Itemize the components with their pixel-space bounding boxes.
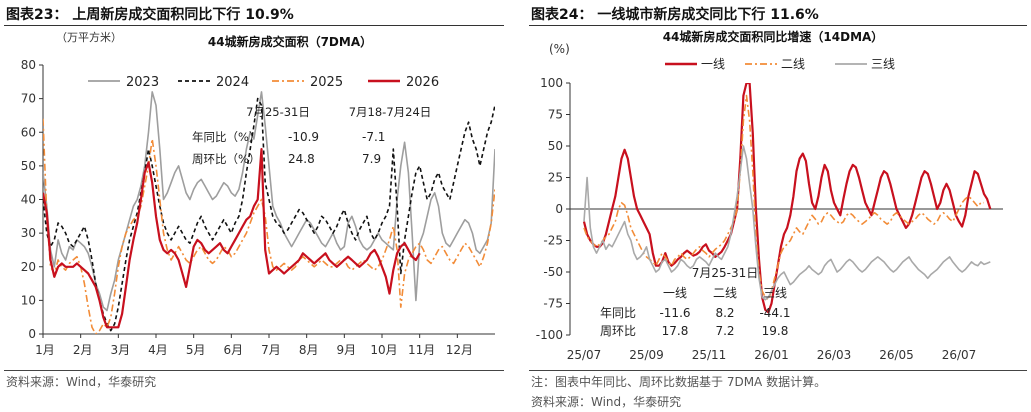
right-x-tick-label: 26/05 [879,348,914,362]
right-source: 资料来源：Wind，华泰研究 [531,395,682,409]
left-chart-unit: （万平方米） [56,30,122,44]
left-chart-title: 44城新房成交面积（7DMA） [208,34,372,49]
right-note: 注：图表中年同比、周环比数据基于 7DMA 数据计算。 [531,375,827,389]
left-annot-row1-v1: -10.9 [288,130,319,144]
right-legend-label-三线: 三线 [871,57,895,71]
right-annot-row1-value: -44.1 [759,306,790,320]
left-x-tick-label: 11月 [408,343,435,357]
left-x-tick-label: 1月 [35,343,55,357]
left-y-tick-label: 60 [21,125,36,139]
right-chart-title: 44城新房成交面积同比增速（14DMA） [663,29,884,44]
left-y-tick-label: 70 [21,92,36,106]
right-y-tick-label: 25 [548,171,563,185]
left-annot-row1-label: 年同比（%） [192,130,260,144]
right-x-tick-label: 26/03 [817,348,852,362]
left-series-2023 [43,91,495,312]
right-y-tick-label: 0 [555,202,563,216]
left-series-2024 [43,97,495,332]
left-y-tick-label: 40 [21,193,36,207]
left-x-tick-label: 12月 [446,343,473,357]
left-source: 资料来源：Wind，华泰研究 [6,375,157,389]
left-annot-col1-header: 7月25-31日 [246,105,310,119]
right-annot-row1-value: -11.6 [659,306,690,320]
left-legend-label-2026: 2026 [406,75,439,90]
right-title-rule [529,25,1027,26]
right-y-tick-label: -50 [543,265,563,279]
right-x-tick-label: 26/01 [754,348,789,362]
right-figure: 图表24： 一线城市新房成交同比下行 11.6% 44城新房成交面积同比增速（1… [525,0,1031,412]
right-annot-row2-value: 7.2 [715,324,734,338]
right-bottom-rule [529,370,1027,371]
left-y-tick-label: 0 [28,327,36,341]
right-figure-title: 图表24： 一线城市新房成交同比下行 11.6% [531,7,819,23]
left-x-tick-label: 10月 [370,343,397,357]
left-annot-row2-v1: 24.8 [288,152,315,166]
right-y-tick-label: -100 [536,328,563,342]
right-x-tick-label: 25/09 [629,348,664,362]
left-x-tick-label: 3月 [111,343,131,357]
left-legend-label-2024: 2024 [216,75,249,90]
right-annot-period: 7月25-31日 [692,266,759,280]
left-chart: （万平方米） 44城新房成交面积（7DMA） 0 10 20 30 40 50 60 70 80 1月… [21,30,495,357]
left-series-2026 [43,147,421,329]
right-annot-row2-value: 19.8 [762,324,789,338]
right-x-tick-label: 25/07 [567,348,602,362]
right-y-tick-label: 75 [548,108,563,122]
left-x-tick-label: 4月 [148,343,168,357]
left-legend-label-2025: 2025 [310,75,343,90]
left-x-tick-label: 6月 [224,343,244,357]
right-y-tick-label: -75 [543,297,563,311]
left-x-tick-label: 2月 [73,343,93,357]
right-annot-row2-value: 17.8 [662,324,689,338]
right-x-tick-label: 26/07 [942,348,977,362]
left-x-tick-label: 8月 [299,343,319,357]
left-bottom-rule [4,370,504,371]
right-y-tick-label: 100 [540,76,563,90]
right-y-tick-label: 50 [548,139,563,153]
left-figure: 图表23： 上周新房成交面积同比下行 10.9% （万平方米） 44城新房成交面积… [0,0,508,412]
right-annot-row1-label: 年同比 [600,306,636,320]
left-annot-row2-label: 周环比（%） [192,152,260,166]
left-y-tick-label: 20 [21,260,36,274]
right-chart: 44城新房成交面积同比增速（14DMA） (%) -100 -75 -50 -25 0 25 5… [536,29,1003,362]
left-annot-col2-header: 7月18-7月24日 [349,105,432,119]
left-y-tick-label: 50 [21,159,36,173]
right-series-二线 [583,94,984,301]
left-y-tick-label: 80 [21,58,36,72]
left-title-rule [4,25,504,26]
right-annot-row1-value: 8.2 [715,306,734,320]
left-y-tick-label: 10 [21,293,36,307]
right-legend-label-一线: 一线 [701,57,725,71]
right-annot-col-header: 三线 [763,286,787,300]
left-y-tick-label: 30 [21,226,36,240]
right-y-tick-label: -25 [543,234,563,248]
right-annot-row2-label: 周环比 [600,324,636,338]
right-series-三线 [583,145,991,301]
left-x-tick-label: 7月 [261,343,281,357]
right-x-tick-label: 25/11 [692,348,727,362]
right-annot-col-header: 一线 [663,286,687,300]
left-x-tick-label: 9月 [337,343,357,357]
left-x-tick-label: 5月 [186,343,206,357]
left-legend-label-2023: 2023 [126,75,159,90]
left-figure-title: 图表23： 上周新房成交面积同比下行 10.9% [6,7,294,23]
right-chart-unit: (%) [549,42,570,56]
right-legend-label-二线: 二线 [781,57,805,71]
right-series-一线 [582,83,992,314]
left-annot-row2-v2: 7.9 [362,152,381,166]
left-annot-row1-v2: -7.1 [362,130,385,144]
left-series-2025 [43,118,495,334]
right-annot-col-header: 二线 [713,286,737,300]
